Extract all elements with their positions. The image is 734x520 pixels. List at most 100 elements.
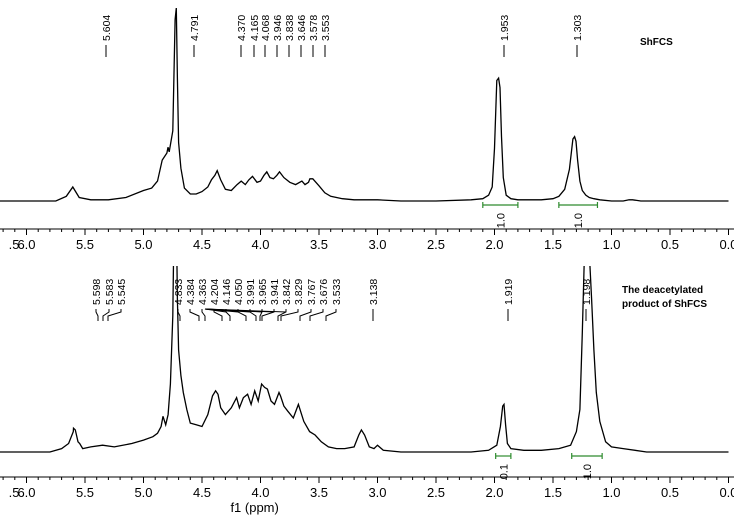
peak-shift-label: 4.204 <box>209 279 221 305</box>
x-tick-label: .5 <box>9 237 20 252</box>
peak-label: 3.646 <box>296 15 308 57</box>
peak-label: 3.676 <box>309 279 330 321</box>
x-tick-label: 1.5 <box>544 237 562 252</box>
peak-shift-label: 3.138 <box>368 279 380 305</box>
peak-leader-line <box>201 309 206 321</box>
x-tick-label: 5.5 <box>76 237 94 252</box>
peak-shift-label: 5.598 <box>91 279 103 305</box>
x-axis-title: f1 (ppm) <box>230 500 278 515</box>
peak-label: 1.303 <box>572 15 584 57</box>
peak-label: 1.953 <box>499 15 511 57</box>
peak-leader-line <box>277 309 287 321</box>
peak-label: 4.370 <box>236 15 248 57</box>
x-tick-label: 3.5 <box>310 485 328 500</box>
peak-shift-label: 1.919 <box>503 279 515 305</box>
x-tick-label: 2.5 <box>427 485 445 500</box>
x-tick-label: 0.0 <box>719 237 734 252</box>
peak-shift-label: 3.767 <box>306 279 318 305</box>
spectrum-panel-top: .56.0 5.5 5.0 4.5 4.0 3.5 3.0 2.5 2.0 1.5 1.0 0.5 0.… <box>0 8 734 252</box>
peak-shift-label: 5.583 <box>104 279 116 305</box>
peak-label: 5.604 <box>101 15 113 57</box>
peak-label: 4.791 <box>189 15 201 57</box>
peak-leader-line <box>261 309 275 321</box>
peak-label: 3.941 <box>261 279 281 321</box>
x-tick-label: 4.0 <box>251 485 269 500</box>
peak-label: 4.833 <box>173 279 185 321</box>
peak-shift-label: 4.833 <box>173 279 185 305</box>
peak-leader-line <box>325 309 337 321</box>
x-tick-label: .5 <box>9 485 20 500</box>
peak-shift-label: 4.370 <box>236 15 248 41</box>
peak-label: 3.138 <box>368 279 380 321</box>
sample-label: The deacetylated <box>622 285 703 296</box>
peak-leader-line <box>107 309 122 321</box>
peak-shift-label: 3.578 <box>308 15 320 41</box>
peak-label: 3.553 <box>320 15 332 57</box>
x-tick-label: 4.5 <box>193 237 211 252</box>
peak-shift-label: 4.068 <box>260 15 272 41</box>
x-tick-label: 5.0 <box>134 237 152 252</box>
peak-leader-line <box>102 309 110 321</box>
peak-leader-line <box>177 309 181 321</box>
peak-label: 4.363 <box>197 279 209 321</box>
x-tick-label: 2.0 <box>485 485 503 500</box>
spectrum-trace-bottom <box>0 266 729 453</box>
peak-label: 3.965 <box>257 279 269 321</box>
peak-shift-label: 4.146 <box>221 279 233 305</box>
integral-mark: 1.0 <box>571 453 603 479</box>
peak-leader-line <box>95 309 99 321</box>
peak-shift-label: 1.953 <box>499 15 511 41</box>
x-tick-label: 1.0 <box>602 237 620 252</box>
peak-shift-label: 5.604 <box>101 15 113 41</box>
peak-label: 3.533 <box>325 279 343 321</box>
sample-label: product of ShFCS <box>622 299 707 310</box>
peak-shift-label: 1.198 <box>581 279 593 305</box>
sample-label: ShFCS <box>640 37 673 48</box>
peak-label: 1.198 <box>581 279 593 321</box>
peak-label: 3.578 <box>308 15 320 57</box>
x-tick-label: 3.0 <box>368 485 386 500</box>
peak-shift-label: 3.946 <box>272 15 284 41</box>
peak-leader-line <box>189 309 200 321</box>
peak-label: 1.919 <box>503 279 515 321</box>
peak-shift-label: 3.676 <box>318 279 330 305</box>
peak-label: 3.946 <box>272 15 284 57</box>
peak-shift-label: 4.384 <box>185 279 197 305</box>
peak-leader-line <box>309 309 324 321</box>
peak-shift-label: 1.303 <box>572 15 584 41</box>
peak-label: 3.767 <box>299 279 318 321</box>
peak-label: 5.583 <box>102 279 116 321</box>
x-tick-label: 4.5 <box>193 485 211 500</box>
x-tick-label: 6.0 <box>17 237 35 252</box>
x-tick-label: 1.0 <box>602 485 620 500</box>
peak-shift-label: 3.646 <box>296 15 308 41</box>
peak-shift-label: 4.165 <box>249 15 261 41</box>
peak-shift-label: 3.965 <box>257 279 269 305</box>
peak-leader-line <box>299 309 312 321</box>
x-tick-label: 5.5 <box>76 485 94 500</box>
x-tick-label: 5.0 <box>134 485 152 500</box>
x-tick-label: 6.0 <box>17 485 35 500</box>
peak-shift-label: 3.842 <box>281 279 293 305</box>
peak-leader-line <box>259 309 263 321</box>
integral-value: 0.1 <box>498 464 510 479</box>
peak-shift-label: 4.363 <box>197 279 209 305</box>
peak-shift-label: 5.545 <box>116 279 128 305</box>
peak-shift-label: 3.838 <box>284 15 296 41</box>
integral-mark: 1.0 <box>482 202 519 228</box>
peak-shift-label: 3.829 <box>293 279 305 305</box>
spectrum-trace-top <box>0 8 729 202</box>
peak-shift-label: 3.991 <box>245 279 257 305</box>
x-tick-label: 0.5 <box>661 485 679 500</box>
peak-shift-label: 3.533 <box>331 279 343 305</box>
peak-shift-label: 4.050 <box>233 279 245 305</box>
x-tick-label: 3.0 <box>368 237 386 252</box>
peak-shift-label: 3.941 <box>269 279 281 305</box>
peak-label: 5.545 <box>107 279 128 321</box>
integral-mark: 0.1 <box>495 453 512 479</box>
peak-label: 5.598 <box>91 279 103 321</box>
peak-label: 4.146 <box>221 279 233 321</box>
peak-label: 3.991 <box>245 279 257 321</box>
peak-label: 4.165 <box>249 15 261 57</box>
